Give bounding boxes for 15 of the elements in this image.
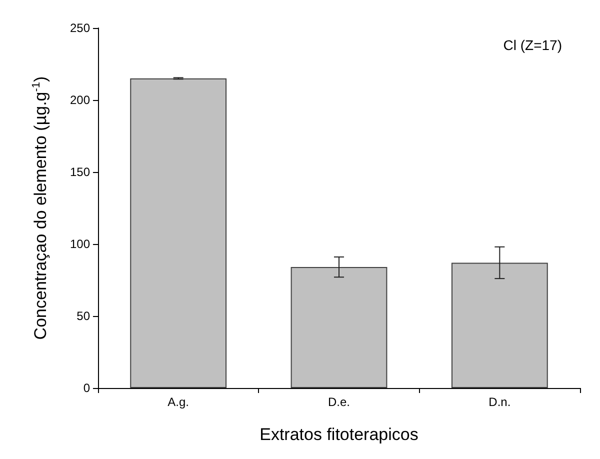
y-axis-title: Concentraçao do elemento (µg.g-1) (30, 76, 50, 340)
y-tick-label: 100 (70, 237, 90, 251)
y-tick-label: 150 (70, 165, 90, 179)
bar (290, 267, 388, 388)
x-tick-label: D.n. (488, 395, 511, 409)
bar (130, 78, 227, 388)
x-tick-label: A.g. (168, 395, 190, 409)
y-tick-label: 200 (70, 93, 90, 107)
y-tick-label: 0 (83, 381, 90, 395)
y-tick-label: 50 (76, 309, 90, 323)
x-tick-label: D.e. (328, 395, 350, 409)
bar (451, 262, 548, 388)
x-axis-title: Extratos fitoterapicos (260, 425, 418, 444)
y-tick-label: 250 (70, 21, 90, 35)
annotation: Cl (Z=17) (503, 37, 562, 53)
